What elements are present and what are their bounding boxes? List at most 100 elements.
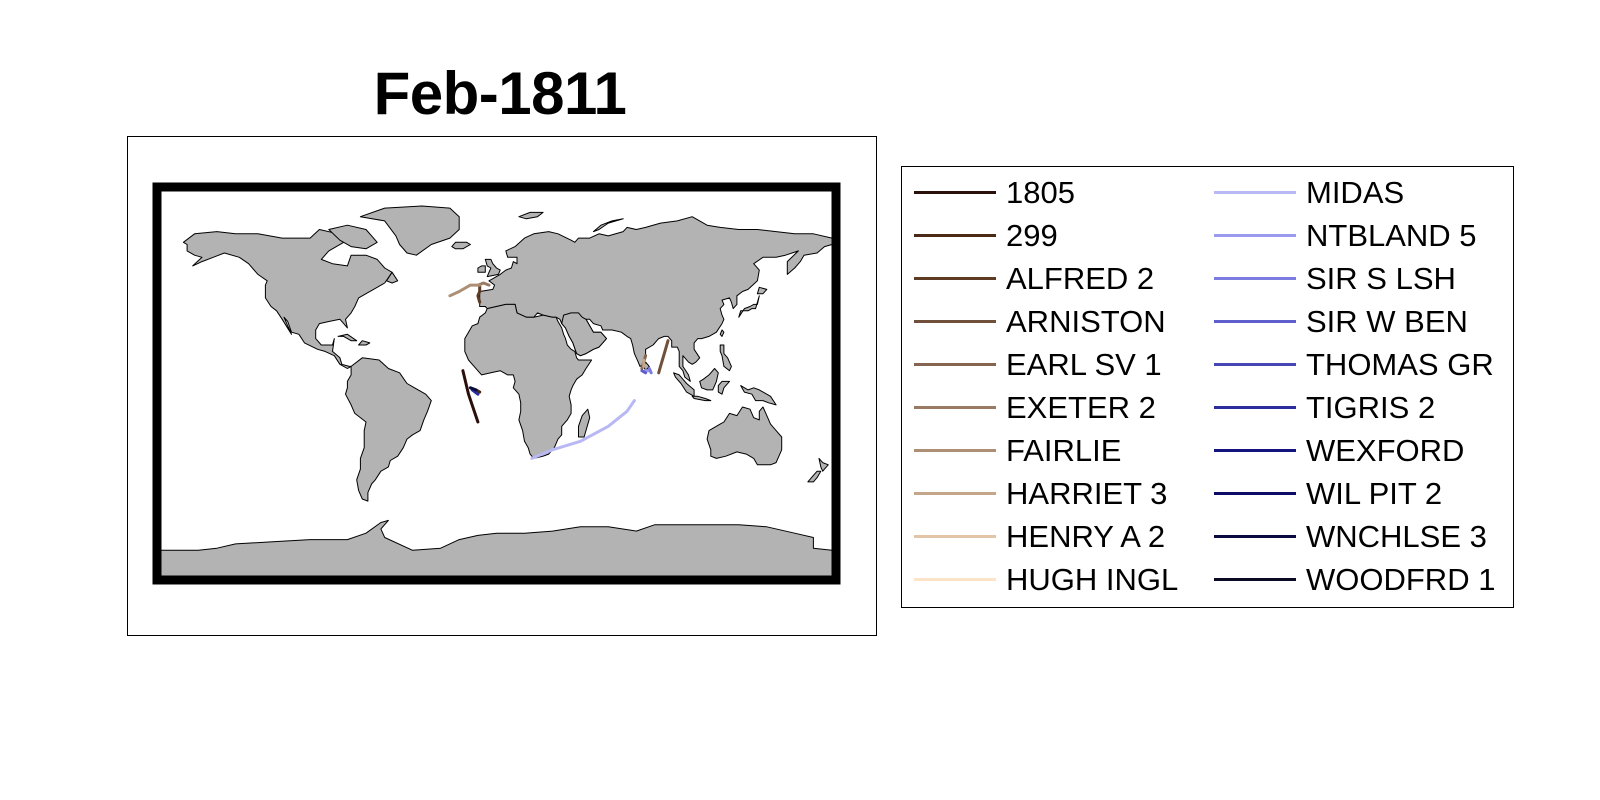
legend-item: HARRIET 3 — [902, 472, 1167, 515]
legend-item: ARNISTON — [902, 300, 1166, 343]
track-alfred-2 — [476, 283, 482, 304]
track-sir-s-lsh — [647, 367, 653, 375]
legend-label: SIR W BEN — [1306, 304, 1468, 339]
legend-item: SIR S LSH — [1202, 257, 1456, 300]
legend-swatch — [1214, 363, 1296, 366]
legend-item: THOMAS GR — [1202, 343, 1494, 386]
legend-swatch — [1214, 492, 1296, 495]
track-arniston — [657, 339, 670, 375]
legend-label: ARNISTON — [1006, 304, 1166, 339]
svalbard-shape — [518, 211, 544, 220]
track-1805 — [461, 369, 480, 424]
legend-swatch — [914, 191, 996, 194]
madagascar-shape — [578, 408, 591, 438]
legend-label: THOMAS GR — [1306, 347, 1494, 382]
legend-item: 1805 — [902, 171, 1075, 214]
legend-swatch — [914, 578, 996, 581]
legend-swatch — [1214, 277, 1296, 280]
legend-label: WIL PIT 2 — [1306, 476, 1443, 511]
legend-label: ALFRED 2 — [1006, 261, 1155, 296]
legend-label: HARRIET 3 — [1006, 476, 1168, 511]
legend-label: NTBLAND 5 — [1306, 218, 1477, 253]
track-tigris-2 — [470, 388, 480, 396]
hokkaido-shape — [756, 286, 768, 295]
track-fairlie — [448, 283, 482, 298]
legend-item: EARL SV 1 — [902, 343, 1162, 386]
legend-swatch — [1214, 535, 1296, 538]
legend-item: HUGH INGL — [902, 558, 1178, 601]
legend-swatch — [914, 234, 996, 237]
java-shape — [691, 395, 712, 402]
hispaniola-shape — [358, 340, 371, 346]
philippines-shape — [719, 344, 732, 372]
legend-label: FAIRLIE — [1006, 433, 1122, 468]
legend-label: WEXFORD — [1306, 433, 1465, 468]
legend-label: WNCHLSE 3 — [1306, 519, 1487, 554]
legend-swatch — [1214, 578, 1296, 581]
legend-item: WNCHLSE 3 — [1202, 515, 1487, 558]
track-sir-w-ben — [640, 369, 648, 375]
taiwan-shape — [719, 329, 725, 337]
legend-item: TIGRIS 2 — [1202, 386, 1435, 429]
legend-item: HENRY A 2 — [902, 515, 1165, 558]
antarctica-shape — [160, 519, 833, 577]
legend-swatch — [914, 449, 996, 452]
legend-label: HENRY A 2 — [1006, 519, 1166, 554]
track-wnchlse-3 — [468, 386, 478, 392]
legend-item: SIR W BEN — [1202, 300, 1468, 343]
legend-item: FAIRLIE — [902, 429, 1121, 472]
cuba-shape — [337, 333, 358, 342]
legend-swatch — [914, 535, 996, 538]
track-midas — [530, 399, 636, 460]
uk-shape — [484, 258, 501, 278]
world-map — [152, 182, 841, 585]
australia-shape — [706, 406, 783, 466]
legend-label: 1805 — [1006, 175, 1075, 210]
legend-label: TIGRIS 2 — [1306, 390, 1436, 425]
legend-swatch — [1214, 320, 1296, 323]
legend-swatch — [914, 406, 996, 409]
legend-label: MIDAS — [1306, 175, 1405, 210]
legend-item: WOODFRD 1 — [1202, 558, 1495, 601]
iceland-shape — [451, 241, 471, 250]
legend-item: NTBLAND 5 — [1202, 214, 1477, 257]
legend-label: EARL SV 1 — [1006, 347, 1162, 382]
map-panel — [127, 136, 877, 636]
legend-swatch — [1214, 234, 1296, 237]
legend-swatch — [914, 363, 996, 366]
legend-label: HUGH INGL — [1006, 562, 1179, 597]
legend-swatch — [914, 277, 996, 280]
legend-swatch — [1214, 191, 1296, 194]
legend-label: WOODFRD 1 — [1306, 562, 1496, 597]
legend-swatch — [914, 492, 996, 495]
arabia-shape — [561, 312, 607, 357]
land-layer — [160, 205, 833, 577]
newfoundland-shape — [386, 271, 399, 284]
japan-shape — [738, 295, 760, 318]
north-america-shape — [182, 229, 393, 369]
legend-label: SIR S LSH — [1306, 261, 1456, 296]
greenland-shape — [359, 205, 460, 256]
legend-label: 299 — [1006, 218, 1058, 253]
sulawesi-shape — [717, 380, 730, 395]
south-america-shape — [345, 357, 432, 502]
legend-item: ALFRED 2 — [902, 257, 1154, 300]
legend: 1805 299 ALFRED 2 ARNISTON EARL SV 1 EXETER 2… — [901, 166, 1514, 608]
sumatra-shape — [673, 372, 695, 397]
ireland-shape — [477, 265, 486, 273]
new-zealand-s-shape — [807, 470, 822, 483]
legend-item: EXETER 2 — [902, 386, 1156, 429]
legend-swatch — [1214, 406, 1296, 409]
map-title: Feb-1811 — [373, 60, 627, 127]
legend-swatch — [914, 320, 996, 323]
new-guinea-shape — [740, 385, 777, 406]
novaya-zemlya-shape — [592, 218, 624, 233]
africa-shape — [464, 303, 593, 459]
legend-item: 299 — [902, 214, 1058, 257]
legend-item: WEXFORD — [1202, 429, 1464, 472]
baffin-shape — [328, 224, 378, 250]
borneo-shape — [699, 368, 719, 391]
legend-label: EXETER 2 — [1006, 390, 1156, 425]
legend-item: WIL PIT 2 — [1202, 472, 1442, 515]
map-neatline — [152, 182, 841, 585]
